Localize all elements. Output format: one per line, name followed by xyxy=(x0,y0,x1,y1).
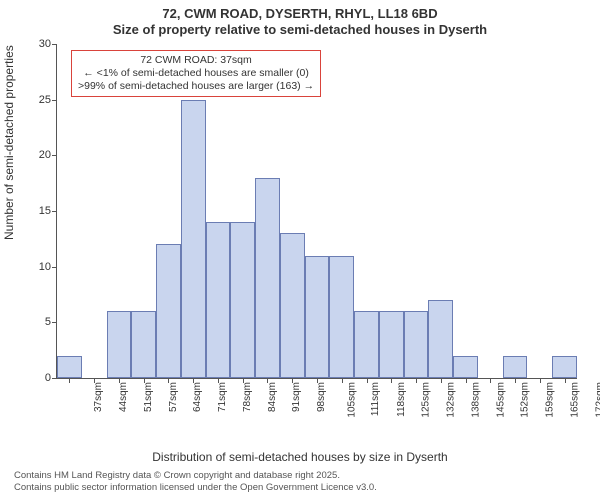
histogram-bar xyxy=(503,356,528,378)
xtick-mark xyxy=(243,378,244,383)
xtick-label: 165sqm xyxy=(569,382,580,418)
xtick-mark xyxy=(193,378,194,383)
xtick-mark xyxy=(119,378,120,383)
xtick-mark xyxy=(342,378,343,383)
annotation-line: 72 CWM ROAD: 37sqm xyxy=(78,54,314,67)
xtick-mark xyxy=(540,378,541,383)
chart-title-line2: Size of property relative to semi-detach… xyxy=(0,22,600,37)
xtick-label: 111sqm xyxy=(370,382,381,416)
chart-title-line1: 72, CWM ROAD, DYSERTH, RHYL, LL18 6BD xyxy=(0,6,600,21)
xtick-label: 172sqm xyxy=(594,382,600,418)
histogram-bar xyxy=(206,222,231,378)
histogram-bar xyxy=(107,311,132,378)
xtick-mark xyxy=(218,378,219,383)
histogram-bar xyxy=(131,311,156,378)
chart-container: 72, CWM ROAD, DYSERTH, RHYL, LL18 6BD Si… xyxy=(0,0,600,500)
ytick-label: 10 xyxy=(23,261,57,273)
xtick-mark xyxy=(292,378,293,383)
xtick-mark xyxy=(416,378,417,383)
footer-line: Contains public sector information licen… xyxy=(14,482,377,494)
xtick-mark xyxy=(565,378,566,383)
xtick-label: 51sqm xyxy=(143,382,154,412)
xtick-label: 132sqm xyxy=(446,382,457,418)
xtick-label: 98sqm xyxy=(316,382,327,412)
xtick-label: 78sqm xyxy=(242,382,253,412)
histogram-bar xyxy=(354,311,379,378)
xtick-mark xyxy=(69,378,70,383)
annotation-line: ← <1% of semi-detached houses are smalle… xyxy=(78,67,314,80)
xtick-mark xyxy=(466,378,467,383)
xtick-mark xyxy=(367,378,368,383)
xtick-label: 105sqm xyxy=(347,382,358,418)
xtick-label: 44sqm xyxy=(118,382,129,412)
xtick-mark xyxy=(441,378,442,383)
histogram-bar xyxy=(404,311,429,378)
histogram-bar xyxy=(552,356,577,378)
xtick-label: 145sqm xyxy=(495,382,506,418)
footer-attribution: Contains HM Land Registry data © Crown c… xyxy=(14,470,377,494)
xtick-label: 118sqm xyxy=(395,382,406,417)
ytick-label: 0 xyxy=(23,372,57,384)
histogram-bar xyxy=(156,244,181,378)
xtick-label: 57sqm xyxy=(168,382,179,412)
histogram-bar xyxy=(230,222,255,378)
histogram-bar xyxy=(379,311,404,378)
xtick-label: 71sqm xyxy=(217,382,228,412)
xtick-mark xyxy=(515,378,516,383)
xtick-mark xyxy=(144,378,145,383)
xtick-mark xyxy=(168,378,169,383)
histogram-bar xyxy=(453,356,478,378)
annotation-line: >99% of semi-detached houses are larger … xyxy=(78,80,314,93)
xtick-label: 138sqm xyxy=(470,382,481,418)
xtick-mark xyxy=(94,378,95,383)
ytick-label: 25 xyxy=(23,94,57,106)
ytick-label: 30 xyxy=(23,38,57,50)
ytick-label: 15 xyxy=(23,205,57,217)
histogram-bar xyxy=(181,100,206,378)
xtick-label: 64sqm xyxy=(192,382,203,412)
histogram-bar xyxy=(329,256,354,378)
xtick-mark xyxy=(317,378,318,383)
histogram-bar xyxy=(428,300,453,378)
x-axis-label: Distribution of semi-detached houses by … xyxy=(0,450,600,464)
footer-line: Contains HM Land Registry data © Crown c… xyxy=(14,470,377,482)
xtick-label: 84sqm xyxy=(267,382,278,412)
xtick-label: 91sqm xyxy=(291,382,302,412)
histogram-bar xyxy=(305,256,330,378)
ytick-label: 20 xyxy=(23,149,57,161)
y-axis-label: Number of semi-detached properties xyxy=(2,45,16,240)
xtick-mark xyxy=(267,378,268,383)
xtick-label: 159sqm xyxy=(545,382,556,418)
xtick-label: 37sqm xyxy=(93,382,104,412)
annotation-box: 72 CWM ROAD: 37sqm ← <1% of semi-detache… xyxy=(71,50,321,97)
ytick-label: 5 xyxy=(23,316,57,328)
xtick-label: 125sqm xyxy=(421,382,432,418)
xtick-label: 152sqm xyxy=(520,382,531,418)
histogram-bar xyxy=(280,233,305,378)
xtick-mark xyxy=(490,378,491,383)
histogram-bar xyxy=(255,178,280,378)
histogram-bar xyxy=(57,356,82,378)
plot-area: 72 CWM ROAD: 37sqm ← <1% of semi-detache… xyxy=(56,44,577,379)
xtick-mark xyxy=(391,378,392,383)
